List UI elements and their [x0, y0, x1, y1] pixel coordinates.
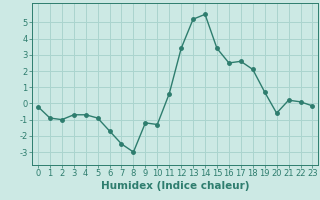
X-axis label: Humidex (Indice chaleur): Humidex (Indice chaleur) — [101, 181, 250, 191]
